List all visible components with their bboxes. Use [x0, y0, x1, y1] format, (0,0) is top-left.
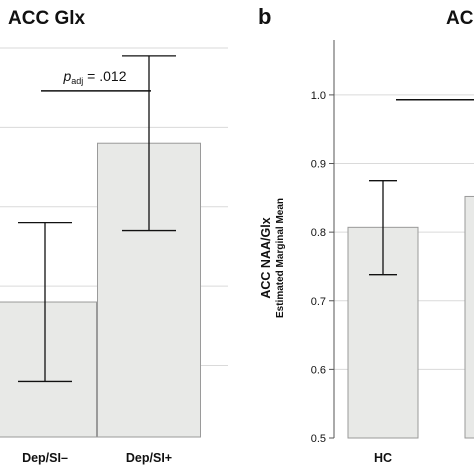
chart-a-x-tick-labels: Dep/SI– Dep/SI+ [22, 451, 172, 465]
chart-b-title: ACC [446, 8, 474, 29]
chart-b-y-tick-label-5: 1.0 [311, 90, 326, 102]
chart-b-error-bars [369, 180, 397, 276]
significance-label: padj = .012 [62, 68, 126, 86]
y-axis-label-main: ACC NAA/Glx [259, 217, 273, 298]
chart-b-y-tick-label-0: 0.5 [311, 433, 326, 445]
chart-b-y-tick-label-3: 0.8 [311, 227, 326, 239]
chart-a-title: ACC Glx [8, 8, 86, 29]
chart-b-y-tick-label-4: 0.9 [311, 159, 326, 171]
chart-panel-b: b ACC 0.5 0.6 0.7 0.8 0.9 1.0 ACC NAA/Glx Est… [258, 4, 474, 465]
y-axis-label-secondary: Estimated Marginal Mean [275, 198, 286, 318]
chart-b-y-tick-label-1: 0.6 [311, 364, 326, 376]
chart-a-x-tick-label-0: Dep/SI– [22, 451, 68, 465]
chart-b-y-ticks: 0.5 0.6 0.7 0.8 0.9 1.0 [311, 90, 334, 445]
p-symbol: p [62, 68, 71, 84]
chart-a-error-bars [18, 55, 176, 383]
chart-b-y-axis-label: ACC NAA/Glx Estimated Marginal Mean [259, 198, 286, 318]
chart-a-significance-annotation: padj = .012 [41, 68, 151, 92]
panel-b-label: b [258, 4, 271, 29]
p-value-text: = .012 [83, 68, 126, 84]
chart-b-bar-1 [464, 195, 474, 439]
chart-a-x-tick-label-1: Dep/SI+ [126, 451, 172, 465]
chart-b-bars [347, 195, 474, 439]
chart-a-bars [0, 142, 201, 438]
chart-b-x-tick-label-0: HC [374, 451, 392, 465]
chart-b-y-tick-label-2: 0.7 [311, 296, 326, 308]
p-subscript: adj [71, 76, 83, 86]
chart-a-bar-0 [0, 301, 97, 438]
chart-panel-a: ACC Glx padj = .012 Dep/SI– Dep/SI+ [0, 8, 228, 465]
chart-b-x-tick-labels: HC [374, 451, 392, 465]
